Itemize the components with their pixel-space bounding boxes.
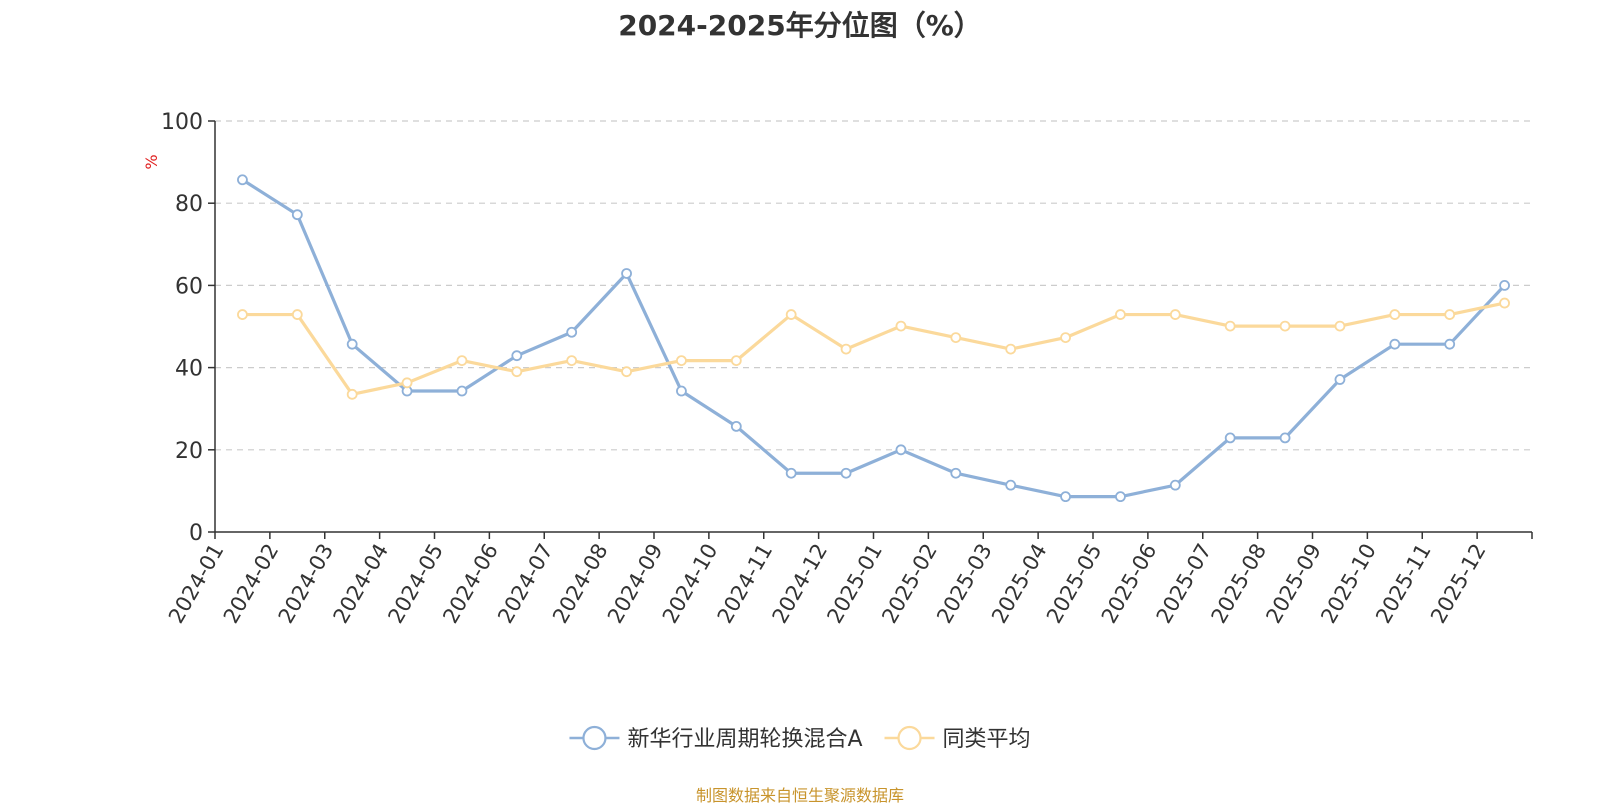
data-point[interactable] bbox=[346, 338, 358, 350]
legend-item-1[interactable]: 新华行业周期轮换混合A bbox=[569, 725, 863, 752]
data-point[interactable] bbox=[1224, 320, 1236, 332]
data-point[interactable] bbox=[1224, 432, 1236, 444]
data-point[interactable] bbox=[1499, 297, 1510, 309]
data-point[interactable] bbox=[950, 467, 962, 479]
legend[interactable]: 新华行业周期轮换混合A 同类平均 bbox=[569, 725, 1031, 752]
y-tick-label: 100 bbox=[161, 110, 203, 135]
legend-marker-icon bbox=[582, 725, 607, 751]
data-point[interactable] bbox=[1389, 309, 1401, 320]
data-point[interactable] bbox=[237, 309, 248, 320]
data-point[interactable] bbox=[1005, 479, 1017, 491]
series-layer bbox=[237, 174, 1510, 503]
data-point[interactable] bbox=[621, 366, 632, 378]
data-point[interactable] bbox=[346, 388, 358, 400]
data-point[interactable] bbox=[1169, 479, 1181, 491]
series-1 bbox=[237, 174, 1510, 503]
data-point[interactable] bbox=[1279, 432, 1291, 444]
data-point[interactable] bbox=[950, 332, 962, 343]
data-point[interactable] bbox=[291, 309, 303, 320]
data-point[interactable] bbox=[621, 268, 632, 279]
x-tick-label: 2025-12 bbox=[1426, 540, 1491, 628]
data-point[interactable] bbox=[895, 444, 907, 456]
data-point[interactable] bbox=[1499, 279, 1510, 291]
data-point[interactable] bbox=[1334, 374, 1346, 385]
data-point[interactable] bbox=[1444, 338, 1456, 350]
data-point[interactable] bbox=[730, 355, 742, 367]
y-tick-label: 40 bbox=[175, 357, 203, 382]
data-point[interactable] bbox=[237, 174, 248, 186]
y-tick-label: 80 bbox=[175, 192, 203, 217]
data-point[interactable] bbox=[785, 309, 797, 320]
chart-title: 2024-2025年分位图（%） bbox=[618, 9, 982, 42]
legend-label: 同类平均 bbox=[943, 727, 1031, 752]
data-point[interactable] bbox=[1060, 332, 1071, 343]
data-point[interactable] bbox=[511, 366, 523, 378]
series-2 bbox=[237, 297, 1510, 400]
data-point[interactable] bbox=[1279, 320, 1291, 332]
y-tick-label: 60 bbox=[175, 274, 203, 299]
y-tick-label: 0 bbox=[189, 521, 203, 546]
data-point[interactable] bbox=[566, 355, 578, 367]
grid-lines bbox=[215, 120, 1532, 451]
series-line bbox=[242, 301, 1505, 396]
data-point[interactable] bbox=[840, 467, 852, 479]
data-point[interactable] bbox=[1115, 491, 1126, 503]
data-point[interactable] bbox=[785, 467, 797, 479]
data-point[interactable] bbox=[1060, 491, 1071, 503]
data-point[interactable] bbox=[566, 326, 578, 338]
legend-item-2[interactable]: 同类平均 bbox=[884, 725, 1031, 752]
y-tick-label: 20 bbox=[175, 439, 203, 464]
series-line bbox=[241, 178, 1506, 499]
y-axis-unit-label: % bbox=[142, 154, 161, 169]
axes: 0204060801002024-012024-022024-032024-04… bbox=[161, 110, 1533, 628]
legend-marker-icon bbox=[897, 725, 922, 751]
data-point[interactable] bbox=[456, 355, 468, 367]
data-point[interactable] bbox=[840, 343, 852, 355]
data-point[interactable] bbox=[1115, 309, 1126, 320]
data-point[interactable] bbox=[895, 320, 907, 332]
legend-label: 新华行业周期轮换混合A bbox=[627, 727, 862, 752]
data-point[interactable] bbox=[401, 377, 413, 389]
data-source-note: 制图数据来自恒生聚源数据库 bbox=[695, 786, 904, 805]
data-point[interactable] bbox=[1005, 343, 1017, 355]
data-point[interactable] bbox=[511, 350, 523, 362]
data-point[interactable] bbox=[1334, 320, 1346, 332]
data-point[interactable] bbox=[1169, 309, 1181, 320]
data-point[interactable] bbox=[291, 209, 303, 221]
data-point[interactable] bbox=[456, 385, 468, 397]
data-point[interactable] bbox=[676, 355, 687, 367]
data-point[interactable] bbox=[1389, 338, 1401, 350]
data-point[interactable] bbox=[676, 385, 687, 397]
data-point[interactable] bbox=[1444, 309, 1456, 320]
data-point[interactable] bbox=[730, 420, 742, 432]
